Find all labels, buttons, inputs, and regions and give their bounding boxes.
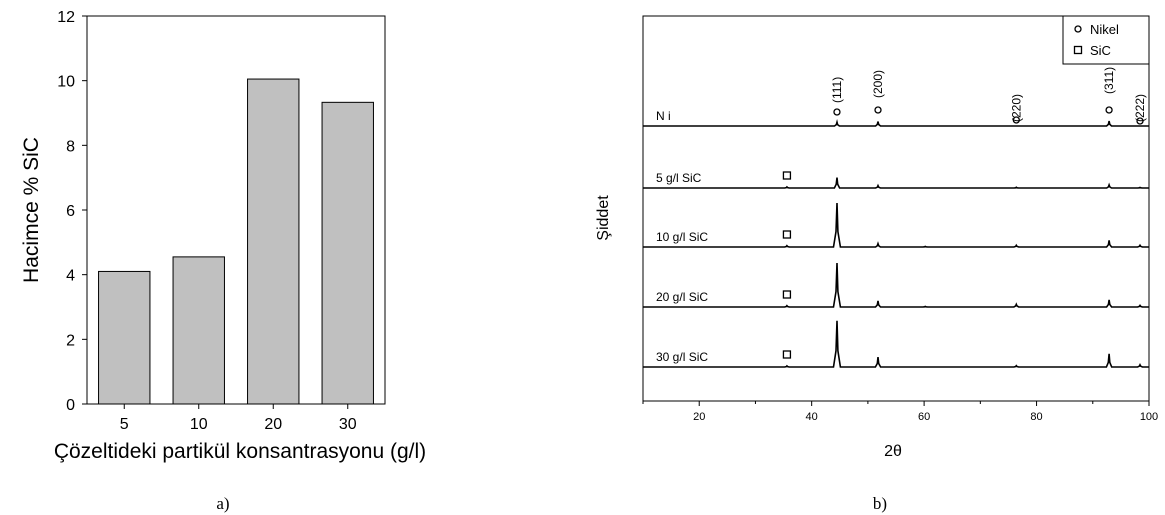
- trace-label: 30 g/l SiC: [656, 350, 708, 364]
- peak-label: (311): [1102, 67, 1116, 94]
- bar-30: [321, 101, 374, 405]
- x-tick-label: 20: [693, 411, 705, 423]
- chart-b-x-axis-label: 2θ: [884, 443, 902, 460]
- y-tick-label: 4: [66, 268, 75, 285]
- legend-label-nikel: Nikel: [1090, 22, 1119, 37]
- trace-series-4: [643, 320, 1149, 368]
- peak-label: (222): [1133, 94, 1147, 122]
- peak-label: (220): [1009, 94, 1023, 122]
- x-tick-label: 30: [339, 416, 357, 433]
- x-tick-label: 60: [918, 411, 930, 423]
- chart-a-x-axis-label: Çözeltideki partikül konsantrasyonu (g/l…: [54, 440, 426, 463]
- sic-marker: [782, 290, 792, 299]
- y-tick-label: 8: [66, 138, 75, 155]
- peak-label: (200): [871, 70, 885, 98]
- bar-20: [247, 78, 300, 405]
- trace-label: 5 g/l SiC: [656, 171, 702, 185]
- sic-marker: [782, 230, 792, 239]
- caption-b: b): [873, 494, 887, 513]
- trace-series-2: [643, 202, 1149, 248]
- trace-series-1: [643, 177, 1149, 189]
- nikel-legend-marker: [1074, 25, 1082, 33]
- y-tick-label: 0: [66, 397, 75, 414]
- y-tick-label: 2: [66, 332, 75, 349]
- trace-label: 10 g/l SiC: [656, 230, 708, 244]
- nikel-marker: [1105, 106, 1113, 114]
- chart-b: N i 5 g/l SiC 10 g/l SiC 20 g/l SiC 30 g/l S…: [595, 15, 1158, 513]
- nikel-marker: [1012, 116, 1020, 124]
- sic-legend-marker: [1073, 45, 1083, 55]
- nikel-marker: [874, 106, 882, 114]
- bar-5: [98, 270, 151, 405]
- x-tick-label: 5: [120, 416, 129, 433]
- sic-marker: [782, 350, 792, 359]
- x-tick-label: 20: [264, 416, 282, 433]
- bar-10: [172, 256, 225, 405]
- legend-label-sic: SiC: [1090, 43, 1111, 58]
- x-tick-label: 80: [1030, 411, 1042, 423]
- y-tick-label: 12: [57, 9, 75, 26]
- nikel-marker: [833, 108, 841, 116]
- trace-series-3: [643, 262, 1149, 308]
- x-tick-label: 40: [806, 411, 818, 423]
- x-tick-label: 100: [1140, 411, 1158, 423]
- legend-box: [1062, 15, 1150, 65]
- y-tick-label: 6: [66, 203, 75, 220]
- trace-label: N i: [656, 109, 671, 123]
- y-tick-label: 10: [57, 74, 75, 91]
- caption-a: a): [216, 494, 229, 513]
- chart-a: 0 2 4 6 8 10 12 5 10 20 30 Çözeltideki partikül k…: [20, 9, 426, 513]
- chart-a-y-axis-label: Hacimce % SiC: [20, 137, 43, 283]
- trace-series-0: [643, 119, 1149, 127]
- x-tick-label: 10: [190, 416, 208, 433]
- chart-b-plot-frame: [642, 15, 1150, 402]
- sic-marker: [782, 171, 792, 180]
- chart-b-legend: Nikel SiC: [1062, 15, 1150, 65]
- chart-b-y-axis-label: Şiddet: [595, 195, 612, 241]
- trace-label: 20 g/l SiC: [656, 290, 708, 304]
- nikel-marker: [1136, 117, 1144, 125]
- peak-label: (111): [830, 77, 844, 103]
